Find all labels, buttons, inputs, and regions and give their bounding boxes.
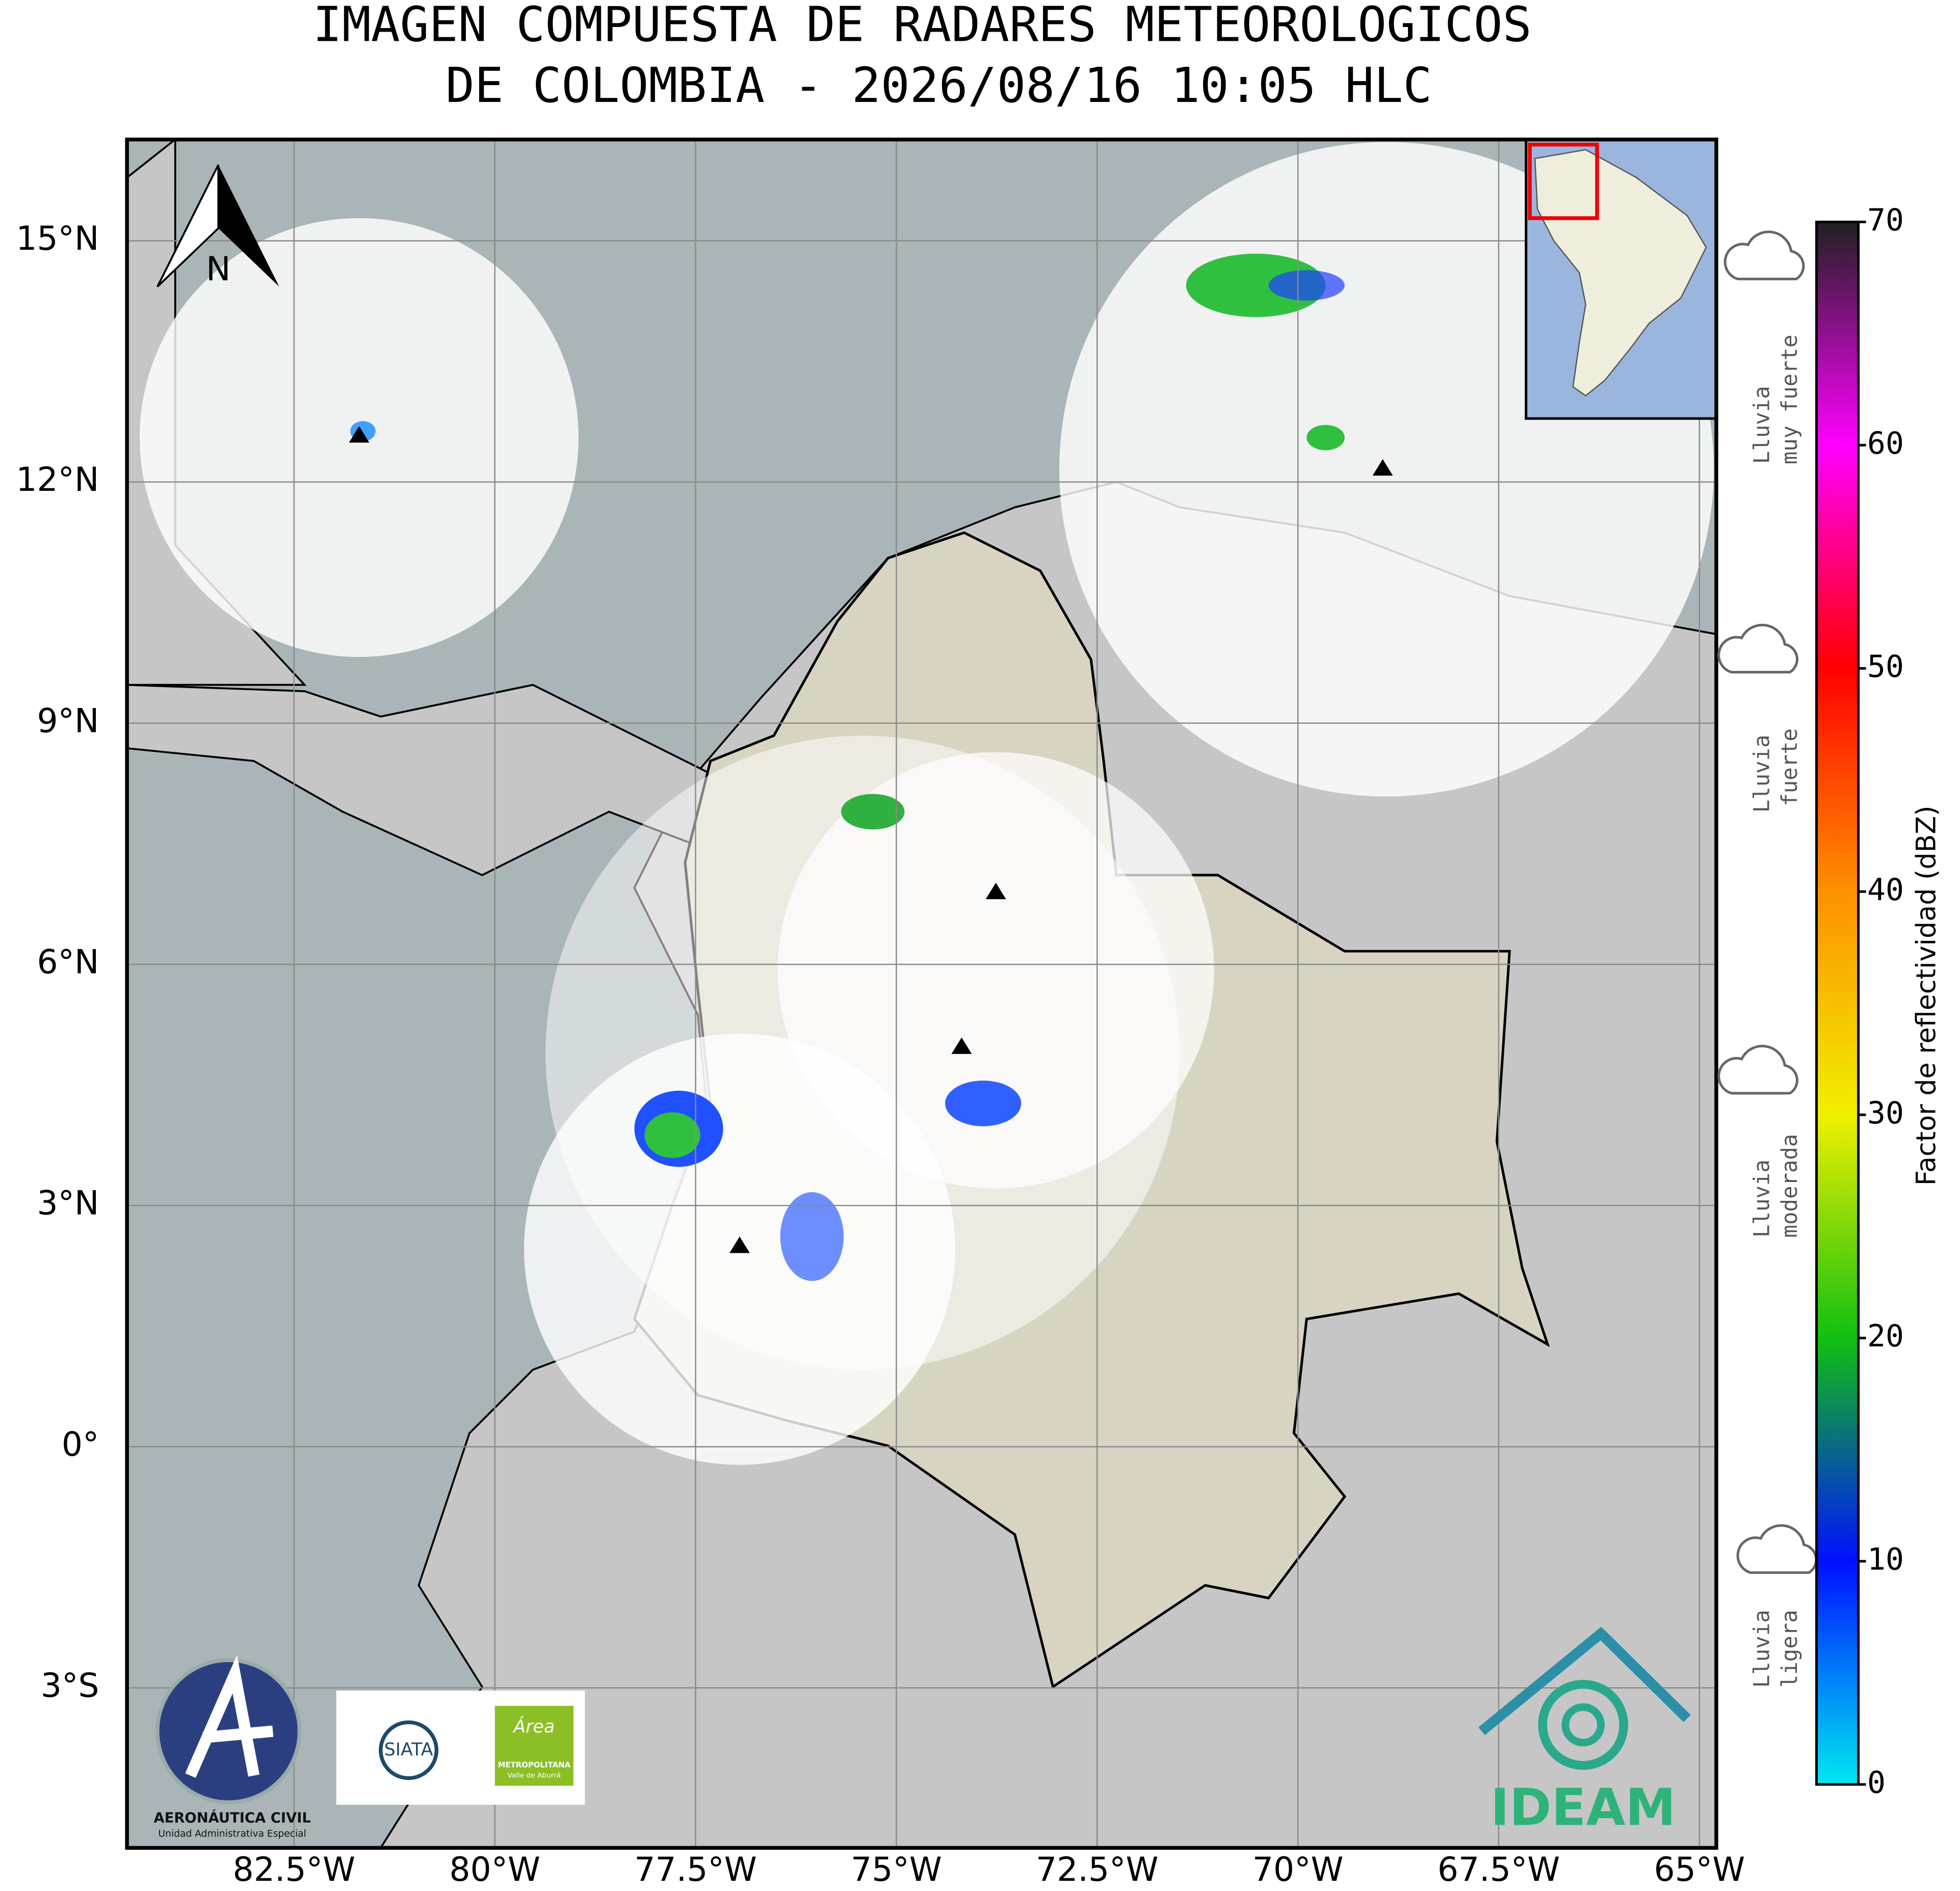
lon-tick-label: 67.5°W	[1438, 1851, 1560, 1889]
siata-name: SIATA	[384, 1740, 433, 1760]
lon-tick-label: 77.5°W	[634, 1851, 756, 1889]
siata-mark	[379, 1720, 439, 1780]
area-name: Valle de Aburrá	[508, 1772, 561, 1780]
lon-tick-label: 70°W	[1252, 1851, 1344, 1889]
radar-site	[985, 882, 1006, 900]
colorbar-tick-label: 60	[1867, 426, 1904, 461]
rain-category: Lluvia	[1749, 734, 1774, 812]
map-area: N AERONÁUTICA CIVIL Unidad Administrativ…	[127, 139, 1716, 1848]
echo	[945, 1081, 1022, 1126]
lon-tick-label: 72.5°W	[1036, 1851, 1158, 1889]
rain-category: Lluvia	[1749, 1160, 1774, 1238]
lat-tick-label: 0°	[62, 1426, 99, 1464]
lon-tick-label: 75°W	[851, 1851, 942, 1889]
lat-tick-label: 3°S	[41, 1667, 99, 1705]
colorbar-tick-label: 10	[1867, 1542, 1904, 1578]
area-name: Área	[512, 1716, 555, 1737]
echo	[1186, 253, 1326, 318]
lat-tick-label: 3°N	[37, 1185, 99, 1223]
lat-tick-label: 9°N	[37, 702, 99, 740]
echo	[1268, 270, 1345, 301]
ideam-swirl	[1538, 1679, 1629, 1770]
map-frame	[125, 137, 1718, 1850]
north-label: N	[206, 250, 230, 288]
lat-tick-label: 6°N	[37, 943, 99, 982]
aerocivil-subtitle: Unidad Administrativa Especial	[159, 1829, 306, 1840]
radar-echoes	[350, 253, 1345, 1281]
radar-sites	[349, 426, 1393, 1253]
inset-highlight	[1528, 142, 1599, 220]
aerocivil-name: AERONÁUTICA CIVIL	[154, 1810, 311, 1826]
area-name: METROPOLITANA	[498, 1761, 571, 1770]
rain-category: fuerte	[1777, 728, 1802, 806]
weather-icon	[1717, 623, 1798, 674]
colorbar-tick-label: 30	[1867, 1096, 1904, 1131]
colorbar-label: Factor de reflectividad (dBZ)	[1911, 805, 1942, 1186]
colorbar-tick-label: 70	[1867, 203, 1904, 238]
colorbar: Factor de reflectividad (dBZ) 0 10 20 30 40 5…	[1815, 203, 1942, 1801]
echo	[644, 1112, 700, 1158]
rain-category: Lluvia	[1749, 386, 1774, 464]
ideam-roof	[1478, 1626, 1691, 1736]
aerocivil-mark	[185, 1654, 274, 1778]
colorbar-tick-label: 50	[1867, 649, 1904, 685]
lon-tick-label: 82.5°W	[233, 1851, 355, 1889]
colorbar-tick-label: 0	[1867, 1766, 1886, 1801]
lat-tick-label: 12°N	[16, 461, 99, 499]
lat-tick-label: 15°N	[16, 220, 99, 258]
lon-tick-label: 80°W	[449, 1851, 540, 1889]
radar-site	[1372, 459, 1393, 476]
axis-labels: 82.5°W 80°W 77.5°W 75°W 72.5°W 70°W 67.5°W 65°W…	[16, 220, 1745, 1889]
area-box	[494, 1705, 574, 1786]
rain-category: muy fuerte	[1777, 334, 1802, 464]
colorbar-tick-label: 20	[1867, 1319, 1904, 1354]
title-line: IMAGEN COMPUESTA DE RADARES METEOROLOGIC…	[313, 0, 1532, 53]
inset-land	[1534, 149, 1707, 397]
weather-icon	[1736, 1524, 1818, 1574]
echo	[780, 1192, 844, 1281]
weather-icon	[1717, 1044, 1798, 1095]
inset-map	[1525, 139, 1716, 420]
rain-category: moderada	[1777, 1134, 1802, 1238]
rain-category: ligera	[1777, 1610, 1802, 1688]
logos: AERONÁUTICA CIVIL Unidad Administrativa …	[154, 1626, 1691, 1840]
weather-icon	[1723, 230, 1805, 280]
radar-site	[729, 1237, 750, 1253]
title-line: DE COLOMBIA - 2026/08/16 10:05 HLC	[446, 58, 1432, 114]
colorbar-bar	[1815, 220, 1860, 1786]
echo	[841, 794, 905, 830]
echo	[1306, 425, 1345, 451]
weather-icons	[1717, 230, 1818, 1574]
ideam-swirl	[1561, 1703, 1605, 1747]
rain-legend: Lluvia muy fuerte Lluvia fuerte Lluvia m…	[1717, 230, 1818, 1688]
radar-site	[951, 1037, 972, 1054]
rain-category: Lluvia	[1749, 1610, 1774, 1688]
radar-site	[349, 426, 370, 443]
colorbar-tick-label: 40	[1867, 873, 1904, 908]
ideam-name: IDEAM	[1491, 1779, 1676, 1837]
lon-tick-label: 65°W	[1654, 1851, 1745, 1889]
grid	[127, 139, 1716, 1848]
